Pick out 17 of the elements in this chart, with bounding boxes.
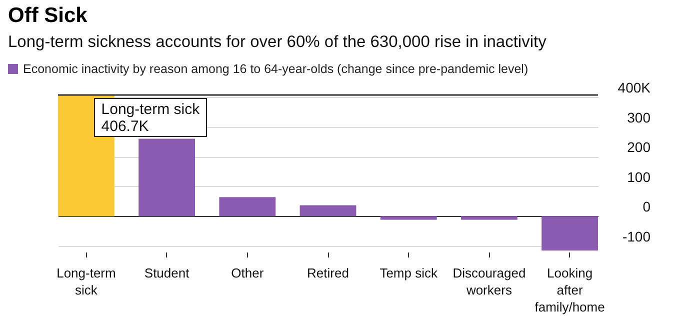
y-tick-label: -100: [622, 228, 651, 245]
y-tick-label: 300: [627, 109, 651, 126]
chart-title: Off Sick: [8, 4, 88, 28]
y-tick-label: 400K: [618, 79, 652, 96]
y-tick-label: 200: [627, 139, 651, 156]
x-tick-label: Discouraged workers: [452, 266, 526, 298]
chart-subtitle: Long-term sickness accounts for over 60% of the 630,000 rise in inactivity: [8, 33, 546, 52]
annotation: Long-term sick 406.7K: [94, 98, 207, 137]
y-tick-label: 0: [642, 198, 651, 215]
x-tick-label: Other: [231, 266, 264, 280]
x-tick-label: Temp sick: [380, 266, 438, 280]
legend-label: Economic inactivity by reason among 16 to 64-year-olds (change since pre-pandemic level): [23, 62, 528, 76]
x-tick-label: Retired: [307, 266, 349, 280]
x-tick-label: Long-term sick: [56, 266, 116, 298]
x-tick-label: Looking after family/home: [534, 266, 605, 314]
y-tick-label: 100: [627, 168, 651, 185]
x-tick-label: Student: [144, 266, 190, 280]
